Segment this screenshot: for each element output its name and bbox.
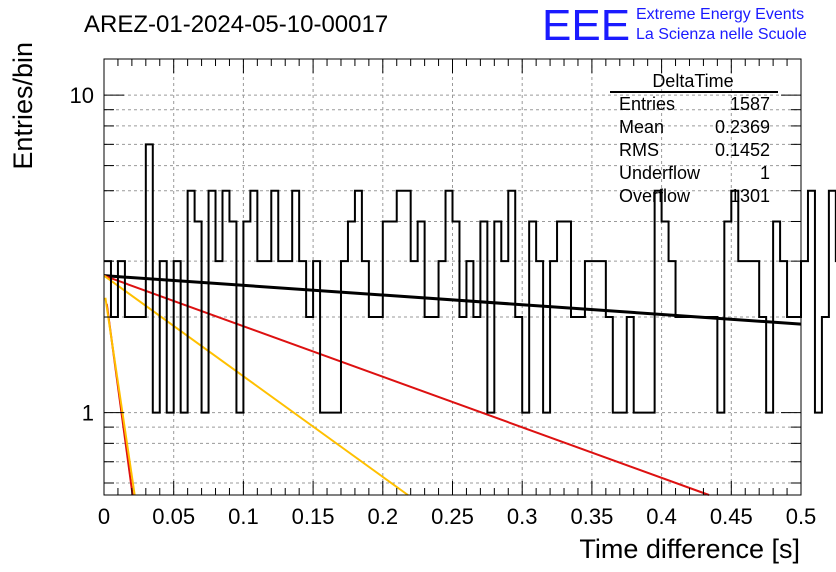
eee-logo-text: EEE [542,1,630,50]
y-tick-label: 1 [82,401,94,426]
stats-row-label: Underflow [619,163,701,183]
x-tick-label: 0.3 [507,504,538,529]
stats-title: DeltaTime [652,71,733,91]
x-tick-label: 0.35 [570,504,613,529]
histogram-line [104,143,836,414]
chart-title: AREZ-01-2024-05-10-00017 [84,11,388,38]
stats-row-value: 0.2369 [715,117,770,137]
stats-row-value: 0.1452 [715,140,770,160]
stats-row-label: Mean [619,117,664,137]
fit-line [103,274,802,326]
y-axis-label: Entries/bin [8,42,38,170]
stats-row-value: 1587 [730,94,770,114]
stats-row-label: RMS [619,140,659,160]
x-tick-label: 0.4 [646,504,677,529]
fit-lines [103,274,802,496]
axis-ticks [103,59,802,495]
stats-row-label: Entries [619,94,675,114]
eee-logo-line1: Extreme Energy Events [636,6,804,23]
x-tick-label: 0.2 [368,504,399,529]
x-tick-label: 0.45 [710,504,753,529]
fit-line [104,297,136,496]
stats-box: DeltaTime Entries 1587 Mean 0.2369 RMS 0.1452… [610,71,778,206]
y-tick-labels: 1 10 [70,83,94,425]
eee-logo: EEE Extreme Energy Events La Scienza nel… [542,1,807,50]
x-tick-label: 0.1 [228,504,259,529]
fit-line [103,274,409,496]
x-tick-label: 0.05 [152,504,195,529]
x-tick-labels: 0 0.05 0.1 0.15 0.2 0.25 0.3 0.35 0.4 0.45 0.5 [98,504,816,529]
y-tick-label: 10 [70,83,94,108]
stats-row-label: Overflow [619,186,691,206]
eee-logo-line2: La Scienza nelle Scuole [636,26,807,43]
x-axis-label: Time difference [s] [579,534,800,564]
stats-row-value: 1 [760,163,770,183]
x-tick-label: 0.5 [786,504,817,529]
x-tick-label: 0.15 [292,504,335,529]
x-tick-label: 0 [98,504,110,529]
fit-line [103,274,710,496]
stats-row-value: 1301 [730,186,770,206]
x-tick-label: 0.25 [431,504,474,529]
